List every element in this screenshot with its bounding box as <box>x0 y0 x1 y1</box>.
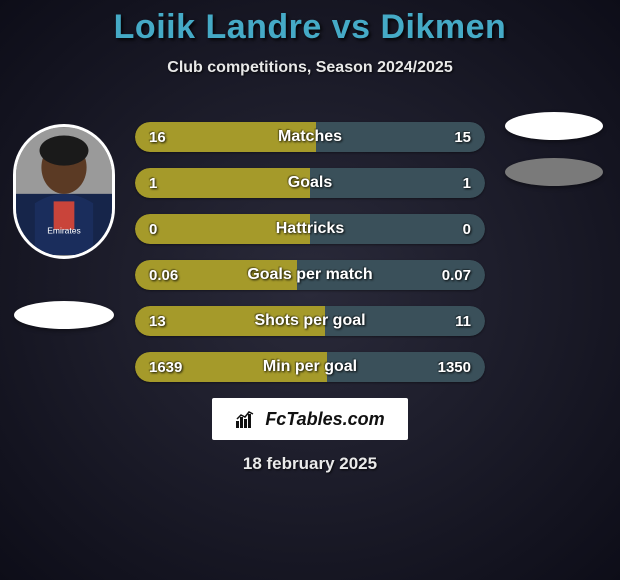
brand-text: FcTables.com <box>265 409 384 430</box>
avatar-placeholder-icon: Emirates <box>16 127 112 256</box>
stat-label: Min per goal <box>135 352 485 382</box>
stat-row: 13Shots per goal11 <box>135 306 485 336</box>
player-left-avatar: Emirates <box>13 124 115 259</box>
player-left-name-oval <box>14 301 114 329</box>
page-title: Loiik Landre vs Dikmen <box>0 0 620 47</box>
player-right-oval-2 <box>505 158 603 186</box>
stat-value-right: 11 <box>455 306 471 336</box>
player-right-column <box>498 112 610 204</box>
footer-date: 18 february 2025 <box>0 454 620 474</box>
brand-logo-icon <box>235 409 257 429</box>
stat-label: Goals per match <box>135 260 485 290</box>
page-subtitle: Club competitions, Season 2024/2025 <box>0 59 620 77</box>
stat-value-right: 1350 <box>438 352 471 382</box>
stat-value-right: 1 <box>463 168 471 198</box>
stat-value-right: 0 <box>463 214 471 244</box>
player-left-column: Emirates <box>8 124 120 329</box>
stat-row: 1639Min per goal1350 <box>135 352 485 382</box>
stat-value-right: 0.07 <box>442 260 471 290</box>
stat-label: Shots per goal <box>135 306 485 336</box>
player-right-oval-1 <box>505 112 603 140</box>
stat-label: Hattricks <box>135 214 485 244</box>
stat-label: Goals <box>135 168 485 198</box>
stats-container: 16Matches15 1Goals1 0Hattricks0 0.06Goals p… <box>135 122 485 398</box>
stat-label: Matches <box>135 122 485 152</box>
brand-badge: FcTables.com <box>212 398 408 440</box>
stat-row: 0Hattricks0 <box>135 214 485 244</box>
svg-text:Emirates: Emirates <box>47 225 80 235</box>
stat-value-right: 15 <box>454 122 471 152</box>
stat-row: 16Matches15 <box>135 122 485 152</box>
stat-row: 1Goals1 <box>135 168 485 198</box>
stat-row: 0.06Goals per match0.07 <box>135 260 485 290</box>
